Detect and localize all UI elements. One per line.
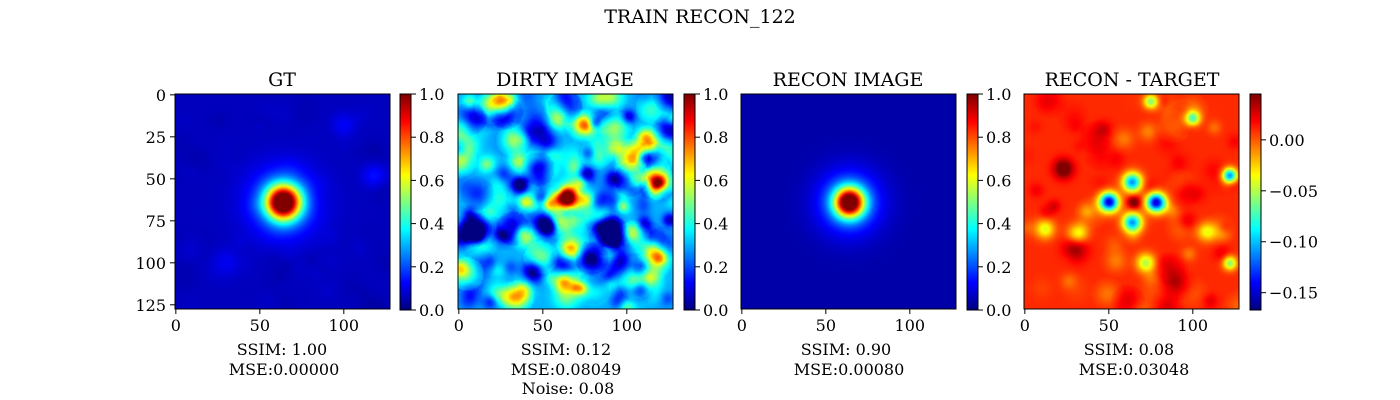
colorbar-tick-label: −0.15 — [1269, 284, 1318, 303]
colorbar-frame — [1249, 93, 1262, 311]
colorbar — [967, 94, 978, 310]
x-tick-label: 100 — [895, 316, 926, 335]
x-tick-label: 50 — [816, 316, 836, 335]
x-tick-label: 50 — [1099, 316, 1119, 335]
x-tick-label: 0 — [1020, 316, 1030, 335]
colorbar-tick-label: 1.0 — [703, 85, 728, 104]
heatmap-image — [175, 94, 390, 309]
colorbar-tick-label: −0.05 — [1269, 182, 1318, 201]
x-axis: 0 50 100 — [1020, 309, 1208, 335]
x-tick-label: 0 — [171, 316, 181, 335]
colorbar-tick-label: 1.0 — [419, 85, 444, 104]
colorbar-frame — [966, 93, 979, 311]
heatmap-image — [741, 94, 956, 309]
panel-title: RECON IMAGE — [773, 69, 924, 91]
colorbar-ticks: 0.0 0.2 0.4 0.6 0.8 1.0 — [978, 85, 1011, 320]
x-axis: 0 50 100 — [171, 309, 359, 335]
y-tick-label: 75 — [146, 212, 166, 231]
figure-title: TRAIN RECON_122 — [604, 6, 796, 28]
panel-title: RECON - TARGET — [1045, 69, 1220, 91]
caption-line-2: MSE:0.03048 — [1079, 360, 1190, 379]
colorbar-tick-label: 0.8 — [703, 128, 728, 147]
x-axis: 0 50 100 — [737, 309, 925, 335]
x-axis: 0 50 100 — [454, 309, 642, 335]
colorbar-frame — [399, 93, 412, 311]
heatmap-image — [458, 94, 673, 309]
colorbar-tick-label: −0.10 — [1269, 233, 1318, 252]
panel-title: GT — [268, 69, 296, 91]
axes-frame — [1023, 93, 1240, 310]
x-tick-label: 0 — [454, 316, 464, 335]
x-tick-label: 50 — [250, 316, 270, 335]
colorbar-tick-label: 0.4 — [986, 215, 1011, 234]
colorbar-tick-label: 0.8 — [419, 128, 444, 147]
caption-line-1: SSIM: 0.90 — [801, 340, 891, 359]
y-tick-label: 50 — [146, 170, 166, 189]
panel-title: DIRTY IMAGE — [496, 69, 634, 91]
panel-dirty-image: DIRTY IMAGE 0 50 100 0.0 0.2 0.4 0.6 0.8 1.0 SS… — [454, 69, 729, 398]
heatmap-image — [1024, 94, 1239, 309]
panel-recon-minus-target: RECON - TARGET 0 50 100 0.00 −0.05 −0.10 −0.1… — [1020, 69, 1318, 379]
colorbar-tick-label: 0.2 — [419, 258, 444, 277]
colorbar-tick-label: 0.0 — [419, 301, 444, 320]
colorbar-frame — [683, 93, 696, 311]
colorbar-tick-label: 0.00 — [1269, 131, 1305, 150]
colorbar-tick-label: 0.6 — [703, 171, 728, 190]
caption-line-1: SSIM: 1.00 — [237, 340, 327, 359]
x-tick-label: 100 — [1178, 316, 1209, 335]
y-tick-label: 100 — [135, 254, 166, 273]
y-tick-label: 0 — [156, 86, 166, 105]
axes-frame — [174, 93, 391, 310]
colorbar-tick-label: 0.6 — [419, 171, 444, 190]
caption-line-2: MSE:0.00080 — [794, 360, 905, 379]
colorbar — [1250, 94, 1261, 310]
caption-line-1: SSIM: 0.08 — [1084, 340, 1174, 359]
colorbar-tick-label: 0.4 — [703, 215, 728, 234]
y-axis: 0 25 50 75 100 125 — [135, 86, 175, 315]
colorbar — [684, 94, 695, 310]
panel-recon-image: RECON IMAGE 0 50 100 0.0 0.2 0.4 0.6 0.8 1.0 SS… — [737, 69, 1012, 379]
colorbar-tick-label: 0.0 — [986, 301, 1011, 320]
colorbar-tick-label: 1.0 — [986, 85, 1011, 104]
colorbar-ticks: 0.0 0.2 0.4 0.6 0.8 1.0 — [411, 85, 444, 320]
colorbar-tick-label: 0.2 — [986, 258, 1011, 277]
colorbar-tick-label: 0.8 — [986, 128, 1011, 147]
y-tick-label: 125 — [135, 296, 166, 315]
colorbar-tick-label: 0.0 — [703, 301, 728, 320]
colorbar — [400, 94, 411, 310]
axes-frame — [457, 93, 674, 310]
colorbar-tick-label: 0.4 — [419, 215, 444, 234]
colorbar-tick-label: 0.6 — [986, 171, 1011, 190]
x-tick-label: 100 — [612, 316, 643, 335]
x-tick-label: 50 — [533, 316, 553, 335]
x-tick-label: 0 — [737, 316, 747, 335]
colorbar-ticks: 0.00 −0.05 −0.10 −0.15 — [1261, 131, 1318, 303]
colorbar-ticks: 0.0 0.2 0.4 0.6 0.8 1.0 — [695, 85, 728, 320]
x-tick-label: 100 — [329, 316, 360, 335]
axes-frame — [740, 93, 957, 310]
caption-line-2: MSE:0.08049 — [511, 360, 622, 379]
panel-gt: GT 0 50 100 0 25 50 75 100 125 0.0 0.2 0.4 0.6 0.8 1… — [135, 69, 444, 379]
caption-line-3: Noise: 0.08 — [522, 379, 615, 398]
colorbar-tick-label: 0.2 — [703, 258, 728, 277]
caption-line-2: MSE:0.00000 — [229, 360, 340, 379]
caption-line-1: SSIM: 0.12 — [521, 340, 611, 359]
y-tick-label: 25 — [146, 128, 166, 147]
